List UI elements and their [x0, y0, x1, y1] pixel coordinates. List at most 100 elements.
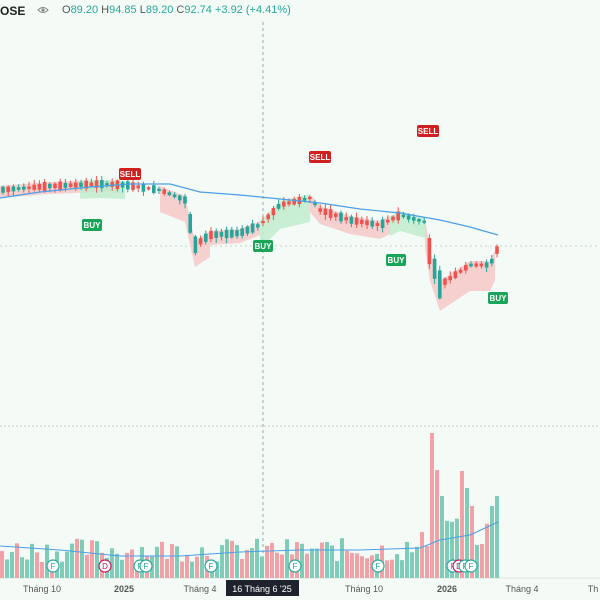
- volume-bar: [300, 543, 304, 578]
- volume-bar: [325, 541, 329, 578]
- candle: [328, 209, 333, 218]
- volume-bar: [475, 545, 479, 578]
- time-label: Tháng 10: [23, 584, 61, 594]
- candle: [464, 265, 468, 271]
- candle: [53, 183, 57, 189]
- candle: [79, 182, 83, 187]
- volume-bar: [260, 556, 264, 578]
- volume-bar: [255, 538, 259, 578]
- signal-label: SELL: [310, 153, 331, 162]
- cloud-segment: [425, 218, 495, 311]
- event-marker: F: [464, 559, 478, 573]
- volume-bar: [350, 552, 354, 578]
- candle: [136, 185, 140, 189]
- signal-label: BUY: [255, 242, 273, 251]
- event-letter: F: [469, 562, 474, 571]
- volume-bar: [30, 543, 34, 578]
- candle: [131, 182, 135, 190]
- volume-bar: [230, 540, 234, 578]
- volume-bar: [110, 548, 114, 578]
- volume-bar: [450, 521, 454, 578]
- candle: [42, 181, 47, 191]
- volume-bar: [0, 550, 4, 578]
- volume-bar: [320, 542, 324, 578]
- volume-bar: [440, 496, 444, 578]
- volume-bar: [280, 554, 284, 578]
- eye-icon[interactable]: [37, 5, 49, 15]
- volume-bar: [275, 552, 279, 578]
- ohlc-change-value: +3.92 (+4.41%): [214, 4, 291, 16]
- signal-buy: BUY: [253, 240, 273, 252]
- volume-bar: [470, 506, 474, 578]
- candle: [37, 183, 42, 190]
- volume-bar: [155, 546, 159, 578]
- volume-bar: [95, 541, 99, 578]
- candle: [198, 238, 203, 245]
- signal-sell: SELL: [309, 151, 331, 163]
- candle: [230, 229, 234, 238]
- volume-bar: [345, 550, 349, 578]
- volume-bar: [415, 546, 419, 578]
- volume-bars: [0, 433, 499, 578]
- cloud-segment: [260, 194, 310, 249]
- event-circle: [464, 559, 478, 573]
- event-letter: F: [209, 562, 214, 571]
- candle: [245, 226, 250, 234]
- candle: [22, 186, 26, 190]
- volume-bar: [425, 546, 429, 578]
- signal-buy: BUY: [488, 292, 508, 304]
- signal-badge: [253, 240, 273, 252]
- volume-bar: [330, 545, 334, 578]
- event-letter: F: [376, 562, 381, 571]
- volume-bar: [335, 560, 339, 578]
- candle: [318, 208, 322, 212]
- volume-bar: [165, 558, 169, 578]
- crosshair-badge-bg: [226, 580, 299, 596]
- event-circle: [139, 559, 153, 573]
- candle: [68, 183, 73, 187]
- candle: [375, 223, 380, 227]
- event-markers: FDFFFFFFDFF: [46, 559, 478, 573]
- event-circle: [46, 559, 60, 573]
- cloud-segment: [310, 194, 390, 239]
- candle: [287, 201, 291, 205]
- candle: [458, 269, 463, 273]
- candle: [453, 271, 458, 279]
- event-marker: F: [204, 559, 218, 573]
- volume-bar: [80, 539, 84, 578]
- ohlc-high-key: H: [101, 4, 110, 16]
- time-axis: Tháng 10 2025 Tháng 4 Tháng 10 2026 Tháng 4 Th…: [23, 580, 598, 596]
- candle: [474, 263, 478, 267]
- ohlc-close-value: 92.74: [184, 4, 212, 16]
- candle: [266, 214, 270, 220]
- volume-bar: [5, 559, 9, 578]
- volume-bar: [245, 549, 249, 578]
- volume-bar: [410, 552, 414, 578]
- candle: [396, 211, 400, 221]
- candle: [11, 186, 16, 192]
- volume-bar: [360, 556, 364, 578]
- volume-bar: [465, 488, 469, 578]
- signal-sell: SELL: [119, 168, 141, 180]
- candle: [484, 262, 489, 268]
- volume-bar: [485, 523, 489, 578]
- volume-bar: [70, 543, 74, 578]
- candle: [443, 278, 447, 285]
- volume-bar: [490, 506, 494, 578]
- candle: [354, 217, 359, 225]
- candle: [172, 194, 177, 198]
- candle: [84, 180, 88, 189]
- volume-bar: [125, 552, 129, 578]
- candle: [302, 197, 307, 201]
- candle: [240, 228, 244, 236]
- volume-bar: [40, 561, 44, 578]
- volume-bar: [195, 556, 199, 578]
- candle: [105, 183, 109, 186]
- cloud-segment: [390, 211, 425, 238]
- time-label: Tháng 4: [505, 584, 538, 594]
- candle: [219, 231, 224, 237]
- volume-bar: [20, 557, 24, 578]
- volume-bar: [180, 561, 184, 578]
- candle: [58, 181, 62, 190]
